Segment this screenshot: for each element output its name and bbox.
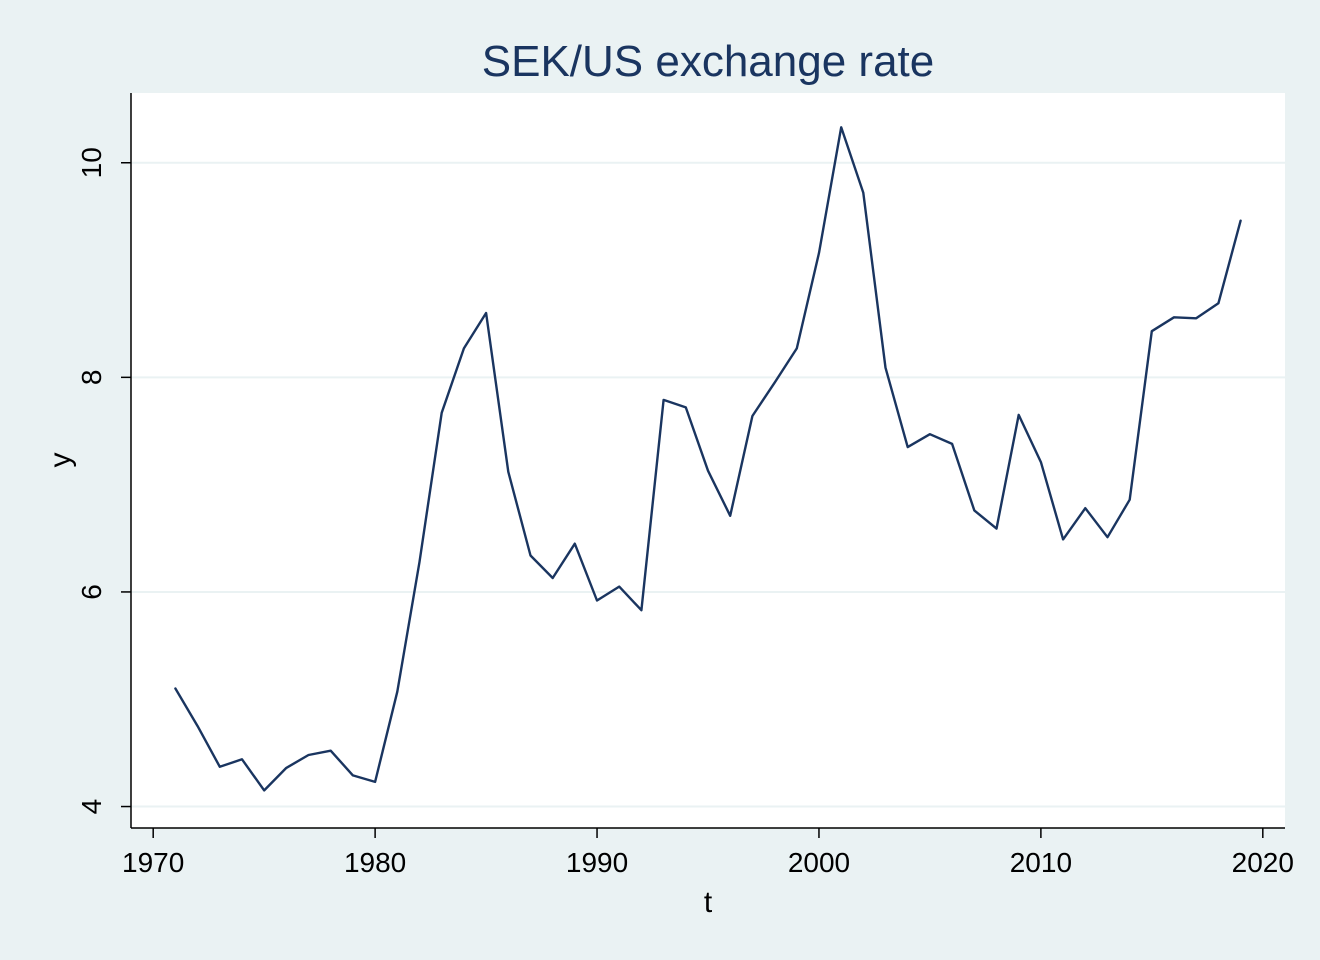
x-tick-label: 2010 (1010, 847, 1072, 878)
x-tick-label: 1990 (566, 847, 628, 878)
x-axis-title: t (704, 886, 713, 919)
y-axis-title: y (44, 453, 77, 468)
y-tick-label: 6 (76, 584, 107, 600)
x-tick-label: 2020 (1232, 847, 1294, 878)
y-tick-label: 10 (76, 147, 107, 178)
x-tick-label: 1980 (344, 847, 406, 878)
y-tick-label: 4 (76, 799, 107, 815)
grid-lines (131, 161, 1285, 808)
x-tick-label: 2000 (788, 847, 850, 878)
series-layer (174, 126, 1242, 792)
y-axis-ticks: 4 6 8 10 (76, 147, 131, 814)
y-tick-label: 8 (76, 370, 107, 386)
x-tick-label: 1970 (122, 847, 184, 878)
chart-title: SEK/US exchange rate (482, 37, 934, 86)
series-line (174, 126, 1242, 792)
x-axis-ticks: 1970 1980 1990 2000 2010 2020 (122, 828, 1294, 878)
plot-area (131, 93, 1285, 828)
